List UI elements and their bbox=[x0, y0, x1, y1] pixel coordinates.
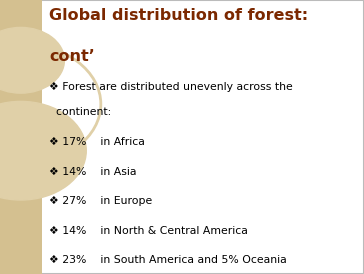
Text: ❖ 14%    in Asia: ❖ 14% in Asia bbox=[49, 167, 136, 176]
Text: continent:: continent: bbox=[49, 107, 111, 117]
Text: cont’: cont’ bbox=[49, 49, 95, 64]
Bar bbox=[0, 0, 42, 274]
Circle shape bbox=[0, 101, 86, 200]
Text: ❖ 17%    in Africa: ❖ 17% in Africa bbox=[49, 137, 145, 147]
Text: ❖ 27%    in Europe: ❖ 27% in Europe bbox=[49, 196, 153, 206]
Text: ❖ Forest are distributed unevenly across the: ❖ Forest are distributed unevenly across… bbox=[49, 82, 293, 92]
Circle shape bbox=[0, 27, 64, 93]
Text: ❖ 23%    in South America and 5% Oceania: ❖ 23% in South America and 5% Oceania bbox=[49, 255, 287, 265]
Text: ❖ 14%    in North & Central America: ❖ 14% in North & Central America bbox=[49, 226, 248, 236]
Text: Global distribution of forest:: Global distribution of forest: bbox=[49, 8, 308, 23]
